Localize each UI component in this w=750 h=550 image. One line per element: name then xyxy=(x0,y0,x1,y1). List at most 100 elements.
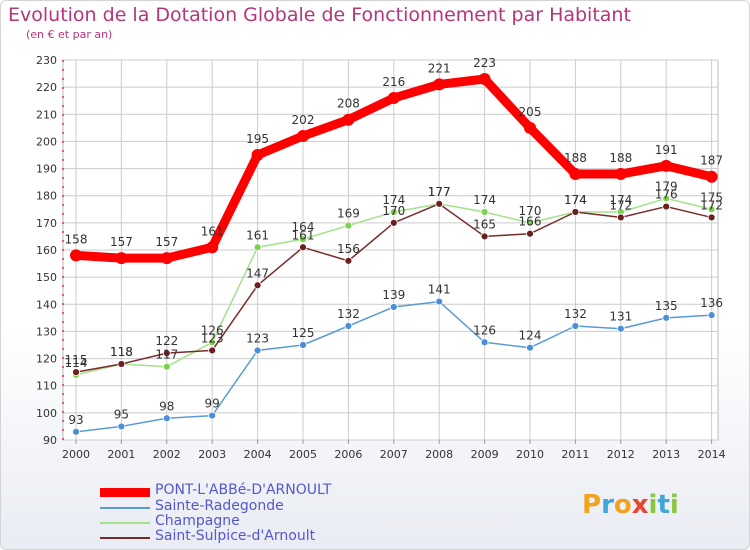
data-point xyxy=(571,208,580,216)
y-tick-label: 180 xyxy=(36,190,57,203)
data-label: 126 xyxy=(201,323,224,337)
data-point xyxy=(616,213,625,222)
data-label: 122 xyxy=(155,334,178,348)
data-point xyxy=(162,362,171,371)
y-tick-label: 130 xyxy=(36,325,57,338)
data-label: 169 xyxy=(337,207,360,221)
x-tick-label: 2007 xyxy=(380,448,408,461)
x-tick-label: 2011 xyxy=(561,448,589,461)
x-tick-label: 2008 xyxy=(425,448,453,461)
data-label: 176 xyxy=(655,188,678,202)
data-point xyxy=(344,221,353,230)
logo-letter: t xyxy=(657,490,670,520)
data-label: 187 xyxy=(700,154,723,168)
data-label: 174 xyxy=(564,193,587,207)
data-point xyxy=(253,281,262,290)
logo-letter: r xyxy=(601,490,614,520)
data-label: 164 xyxy=(292,220,315,234)
data-label: 179 xyxy=(655,179,678,193)
data-label: 118 xyxy=(110,345,133,359)
x-tick-label: 2009 xyxy=(471,448,499,461)
legend-label: Sainte-Radegonde xyxy=(155,498,284,514)
data-label: 165 xyxy=(473,217,496,231)
data-label: 174 xyxy=(564,193,587,207)
data-point xyxy=(208,338,217,347)
y-tick-label: 90 xyxy=(43,434,57,447)
legend-label: Champagne xyxy=(155,513,240,529)
data-point xyxy=(614,168,627,180)
data-point xyxy=(389,208,398,216)
data-point xyxy=(705,170,718,183)
logo-letter: o xyxy=(613,490,632,520)
data-point xyxy=(117,360,126,368)
x-tick-label: 2013 xyxy=(652,448,680,461)
x-tick-label: 2012 xyxy=(607,448,635,461)
data-point xyxy=(253,243,262,252)
data-label: 117 xyxy=(155,348,178,362)
legend-swatch xyxy=(100,537,150,539)
data-point xyxy=(662,313,671,322)
data-label: 177 xyxy=(428,185,451,199)
data-label: 174 xyxy=(382,193,405,207)
data-point xyxy=(72,368,80,377)
data-label: 174 xyxy=(609,193,632,207)
data-label: 125 xyxy=(292,326,315,340)
data-point xyxy=(115,252,128,265)
data-point xyxy=(569,168,582,180)
data-label: 172 xyxy=(609,198,632,212)
y-tick-label: 170 xyxy=(36,217,57,230)
data-point xyxy=(616,324,625,333)
data-point xyxy=(297,130,309,142)
data-label: 139 xyxy=(382,288,405,302)
data-label: 170 xyxy=(519,204,542,218)
data-point xyxy=(660,159,673,172)
y-tick-label: 230 xyxy=(36,54,57,67)
legend-swatch xyxy=(100,522,150,524)
data-label: 118 xyxy=(110,345,133,359)
data-point xyxy=(389,303,398,311)
data-label: 93 xyxy=(68,413,83,427)
data-point xyxy=(162,414,171,423)
x-tick-label: 2003 xyxy=(198,448,226,461)
data-label: 147 xyxy=(246,266,269,280)
data-label: 161 xyxy=(292,228,315,242)
data-point xyxy=(571,322,580,330)
y-tick-label: 110 xyxy=(36,380,57,393)
data-label: 123 xyxy=(201,331,224,345)
data-label: 223 xyxy=(473,56,496,70)
data-point xyxy=(478,73,491,85)
data-point xyxy=(524,121,536,134)
data-label: 141 xyxy=(428,283,451,297)
data-label: 131 xyxy=(609,310,632,324)
proxiti-logo: Proxiti xyxy=(582,490,679,520)
y-tick-label: 150 xyxy=(36,271,57,284)
data-label: 170 xyxy=(382,204,405,218)
data-point xyxy=(389,218,398,227)
data-label: 132 xyxy=(564,307,587,321)
data-point xyxy=(435,297,444,306)
data-label: 126 xyxy=(473,323,496,337)
data-point xyxy=(117,422,126,431)
data-point xyxy=(707,213,716,222)
data-label: 188 xyxy=(564,151,587,165)
legend-label: Saint-Sulpice-d'Arnoult xyxy=(155,528,316,544)
x-tick-label: 2010 xyxy=(516,448,544,461)
data-point xyxy=(299,341,307,349)
data-label: 99 xyxy=(205,397,220,411)
data-label: 114 xyxy=(65,356,88,370)
data-point xyxy=(526,343,534,352)
data-point xyxy=(480,338,489,347)
legend-swatch xyxy=(100,507,150,509)
x-tick-label: 2000 xyxy=(62,448,90,461)
x-tick-label: 2004 xyxy=(244,448,272,461)
data-label: 158 xyxy=(65,232,88,246)
data-point xyxy=(160,252,173,265)
data-label: 191 xyxy=(655,143,678,157)
data-label: 115 xyxy=(65,353,88,367)
data-label: 175 xyxy=(700,190,723,204)
x-tick-label: 2002 xyxy=(153,448,181,461)
data-point xyxy=(526,218,534,227)
y-tick-label: 190 xyxy=(36,163,57,176)
logo-letter: x xyxy=(631,490,649,520)
data-label: 166 xyxy=(519,215,542,229)
